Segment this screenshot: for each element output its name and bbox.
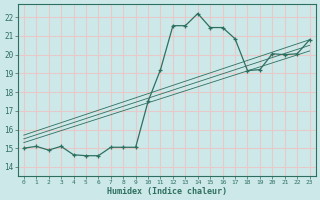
X-axis label: Humidex (Indice chaleur): Humidex (Indice chaleur) [107, 187, 227, 196]
